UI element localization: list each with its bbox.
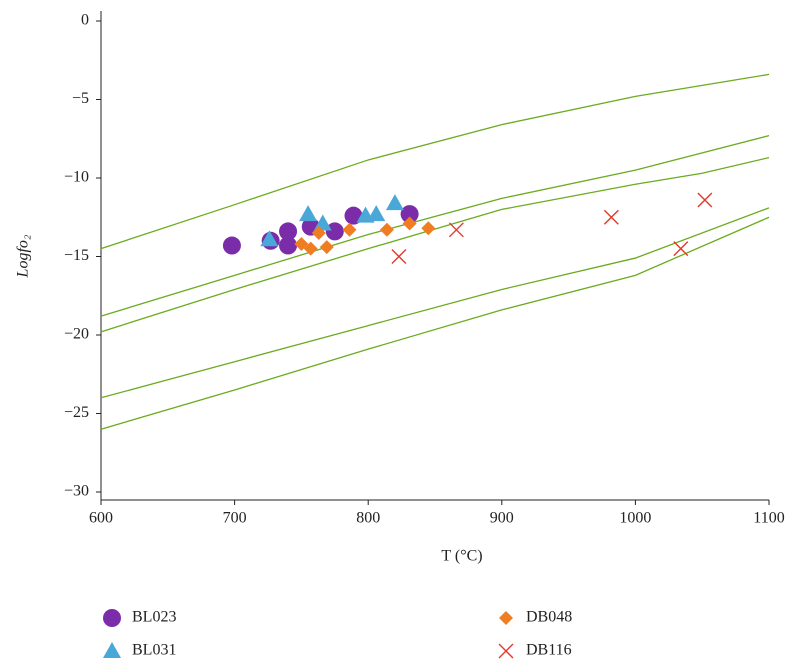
point xyxy=(303,241,318,256)
point xyxy=(379,222,394,237)
y-axis-label: Logfo₂ xyxy=(15,234,32,278)
point xyxy=(385,194,404,211)
buffer-curve xyxy=(100,216,770,430)
point xyxy=(279,222,298,241)
point xyxy=(311,225,326,240)
point xyxy=(673,241,689,257)
point xyxy=(448,222,464,238)
point xyxy=(603,209,619,225)
point xyxy=(319,240,334,255)
point xyxy=(400,205,419,224)
x-tick-label: 900 xyxy=(490,510,514,527)
legend-label: DB116 xyxy=(526,642,572,659)
point xyxy=(260,230,279,247)
y-tick-label: −30 xyxy=(64,483,89,500)
point xyxy=(299,205,318,222)
x-axis-label: T (°C) xyxy=(441,548,482,565)
point xyxy=(402,216,417,231)
x-tick-label: 700 xyxy=(223,510,247,527)
point xyxy=(325,222,344,241)
buffer-curve xyxy=(100,156,770,333)
legend-label: DB048 xyxy=(526,609,572,626)
buffer-curve xyxy=(100,207,770,399)
point xyxy=(391,249,407,264)
legend-label: BL031 xyxy=(132,642,176,659)
legend-marker xyxy=(498,643,514,659)
y-tick-label: −10 xyxy=(64,169,89,186)
point xyxy=(697,192,713,208)
point xyxy=(279,236,298,255)
buffer-curve xyxy=(100,73,770,250)
y-tick-label: −20 xyxy=(64,326,89,343)
point xyxy=(294,236,309,251)
x-tick-label: 1000 xyxy=(619,510,651,527)
x-tick-label: 800 xyxy=(356,510,380,527)
buffer-curve xyxy=(100,134,770,317)
y-tick-label: −5 xyxy=(72,90,89,107)
point xyxy=(421,221,436,236)
y-tick-label: −15 xyxy=(64,247,89,264)
legend-marker xyxy=(103,609,121,627)
legend-marker xyxy=(103,642,121,658)
point xyxy=(367,205,386,222)
point xyxy=(342,222,357,237)
legend-marker xyxy=(499,611,513,625)
y-tick-label: −25 xyxy=(64,404,89,421)
point xyxy=(222,236,241,255)
x-tick-label: 1100 xyxy=(753,510,784,527)
x-tick-label: 600 xyxy=(89,510,113,527)
y-tick-label: 0 xyxy=(81,12,89,29)
legend-label: BL023 xyxy=(132,609,176,626)
